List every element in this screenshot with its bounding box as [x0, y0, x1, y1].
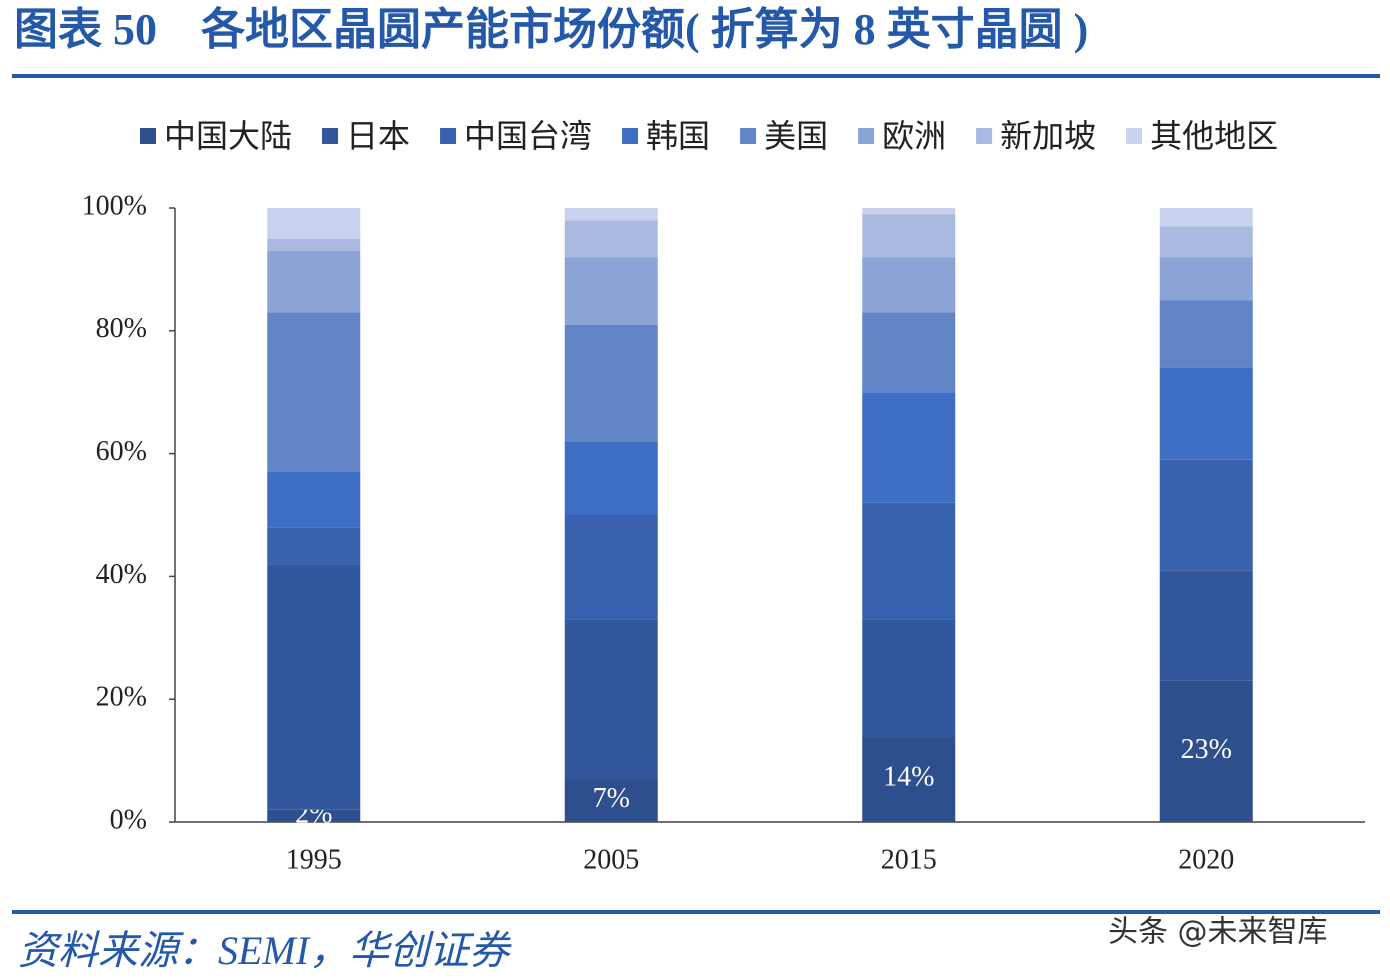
bar-segment [1159, 300, 1253, 368]
bar-segment [862, 502, 956, 620]
legend-swatch [858, 128, 875, 144]
bar-segment [862, 312, 956, 393]
data-label: 14% [883, 761, 934, 792]
legend-label: 韩国 [646, 117, 710, 155]
bar-segment [564, 208, 658, 221]
legend-label: 欧洲 [882, 117, 946, 155]
bar-segment [564, 324, 658, 442]
legend-swatch [1126, 128, 1143, 144]
footer-rule [12, 910, 1380, 914]
bar-segment [564, 257, 658, 325]
bar-segment [267, 250, 361, 313]
legend-swatch [976, 128, 993, 144]
bar-segment [267, 312, 361, 473]
bar-segment [564, 515, 658, 620]
bar-segment [267, 472, 361, 528]
y-tick-label: 0% [110, 804, 147, 835]
y-tick-label: 40% [96, 559, 147, 590]
legend-swatch [740, 128, 757, 144]
x-tick-label: 1995 [286, 844, 342, 875]
bar-segment [267, 564, 361, 810]
bar-segment [862, 392, 956, 503]
y-tick-label: 20% [96, 682, 147, 713]
y-tick-label: 80% [96, 313, 147, 344]
bar-segment [564, 779, 658, 822]
bar-segment [267, 809, 361, 822]
legend-label: 中国台湾 [464, 117, 592, 155]
legend-swatch [322, 128, 339, 144]
source: 资料来源：SEMI，华创证券 [18, 928, 512, 973]
legend-swatch [140, 128, 156, 144]
watermark: 头条 @未来智库 [1108, 915, 1328, 950]
legend-label: 中国大陆 [164, 117, 292, 155]
bar-segment [1159, 459, 1253, 571]
bar-segment [267, 238, 361, 251]
chart-title: 图表 50 各地区晶圆产能市场份额( 折算为 8 英寸晶圆 ) [14, 5, 1088, 54]
bar-segment [1159, 208, 1253, 227]
bar-segment [1159, 257, 1253, 301]
legend-label: 日本 [346, 117, 410, 155]
legend-label: 美国 [764, 117, 828, 155]
bar-segment [267, 208, 361, 239]
bar-segment [862, 736, 956, 822]
legend-label: 其他地区 [1150, 117, 1278, 155]
bar-segment [862, 214, 956, 258]
y-tick-label: 100% [82, 190, 147, 221]
legend-label: 新加坡 [1000, 117, 1096, 155]
x-tick-label: 2005 [583, 844, 639, 875]
bar-segment [564, 441, 658, 515]
bar-segment [1159, 570, 1253, 681]
bar-segment [564, 220, 658, 258]
title-rule [12, 74, 1380, 78]
bar-segment [564, 619, 658, 780]
bar-segment [1159, 367, 1253, 460]
legend-swatch [440, 128, 457, 144]
bar-segment [862, 257, 956, 313]
bar-segment [1159, 680, 1253, 822]
data-label: 23% [1181, 734, 1232, 765]
legend-swatch [622, 128, 639, 144]
bar-segment [267, 527, 361, 565]
bar-segment [862, 208, 956, 215]
x-tick-label: 2020 [1178, 844, 1234, 875]
y-tick-label: 60% [96, 436, 147, 467]
x-tick-label: 2015 [881, 844, 937, 875]
bar-segment [1159, 226, 1253, 258]
bar-segment [862, 619, 956, 737]
data-label: 7% [593, 783, 630, 814]
